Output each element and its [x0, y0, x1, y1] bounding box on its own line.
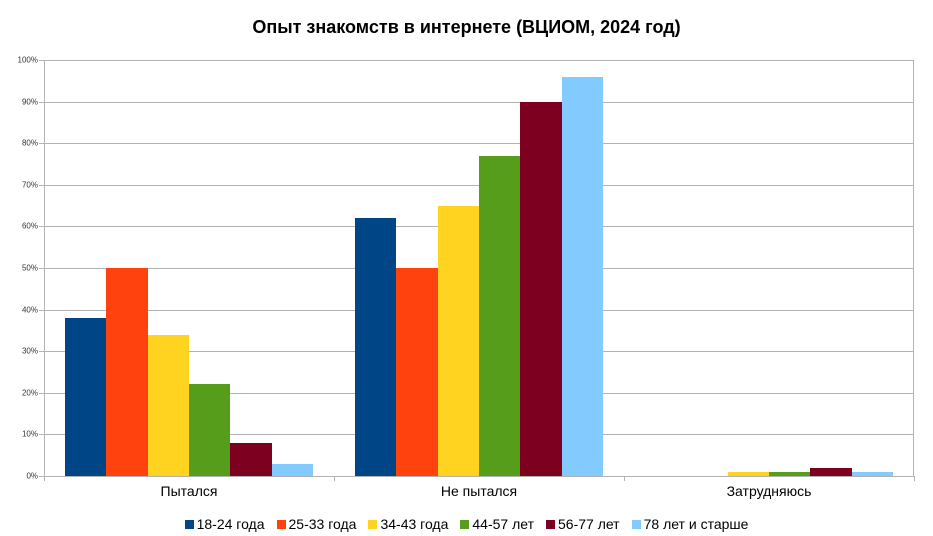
bar	[810, 467, 852, 476]
y-tick-label: 90%	[21, 97, 38, 107]
bar	[147, 334, 189, 476]
y-tick-label: 70%	[21, 180, 38, 190]
y-tick-label: 30%	[21, 346, 38, 356]
plot-area	[39, 60, 915, 481]
bar	[437, 205, 479, 476]
legend-label: 18-24 года	[196, 516, 265, 532]
gridline	[39, 60, 914, 61]
bar	[271, 463, 313, 476]
gridline	[39, 101, 914, 103]
gridline	[39, 143, 914, 145]
y-tick-label: 80%	[21, 138, 38, 148]
bar	[769, 471, 811, 476]
legend-label: 34-43 года	[380, 516, 449, 532]
y-tick-label: 50%	[21, 263, 38, 273]
legend-swatch-icon	[460, 519, 470, 529]
bar	[520, 101, 562, 476]
gridline	[39, 184, 914, 186]
legend-swatch-icon	[368, 519, 378, 529]
legend-swatch-icon	[276, 519, 286, 529]
bar	[727, 471, 769, 476]
legend-label: 44-57 лет	[472, 516, 534, 532]
legend-item: 34-43 года	[368, 516, 448, 532]
bar	[851, 471, 893, 476]
bar	[106, 268, 148, 476]
bar	[396, 268, 438, 476]
x-tick	[624, 476, 625, 481]
x-tick	[914, 476, 915, 481]
bar	[355, 218, 397, 476]
legend-item: 25-33 года	[276, 516, 357, 532]
legend-label: 78 лет и старше	[643, 516, 749, 532]
legend-swatch-icon	[631, 519, 641, 529]
x-category-label: Затрудняюсь	[726, 483, 812, 499]
bar	[230, 442, 272, 476]
y-tick-label: 20%	[21, 388, 38, 398]
legend-item: 18-24 года	[184, 516, 265, 532]
y-tick-label: 100%	[17, 55, 38, 65]
legend-swatch-icon	[546, 519, 555, 529]
legend-item: 56-77 лет	[546, 516, 620, 532]
bar	[65, 317, 107, 476]
chart-title: Опыт знакомств в интернете (ВЦИОМ, 2024 …	[252, 17, 681, 37]
bar	[561, 76, 603, 476]
x-tick	[334, 476, 335, 481]
legend: 18-24 года 25-33 года 34-43 года 44-57 лет 5…	[0, 516, 933, 532]
bar	[189, 384, 231, 476]
y-tick-label: 0%	[26, 471, 38, 481]
legend-label: 25-33 года	[288, 516, 357, 532]
y-tick-label: 10%	[21, 429, 38, 439]
bar	[479, 155, 521, 476]
legend-swatch-icon	[184, 519, 194, 529]
y-tick-label: 40%	[21, 305, 38, 315]
gridline	[39, 476, 914, 477]
legend-item: 44-57 лет	[460, 516, 534, 532]
x-category-label: Не пытался	[440, 483, 518, 499]
legend-item: 78 лет и старше	[631, 516, 749, 532]
x-category-label: Пытался	[160, 483, 218, 499]
x-tick	[44, 476, 45, 481]
y-tick-label: 60%	[21, 221, 38, 231]
legend-label: 56-77 лет	[558, 516, 620, 532]
